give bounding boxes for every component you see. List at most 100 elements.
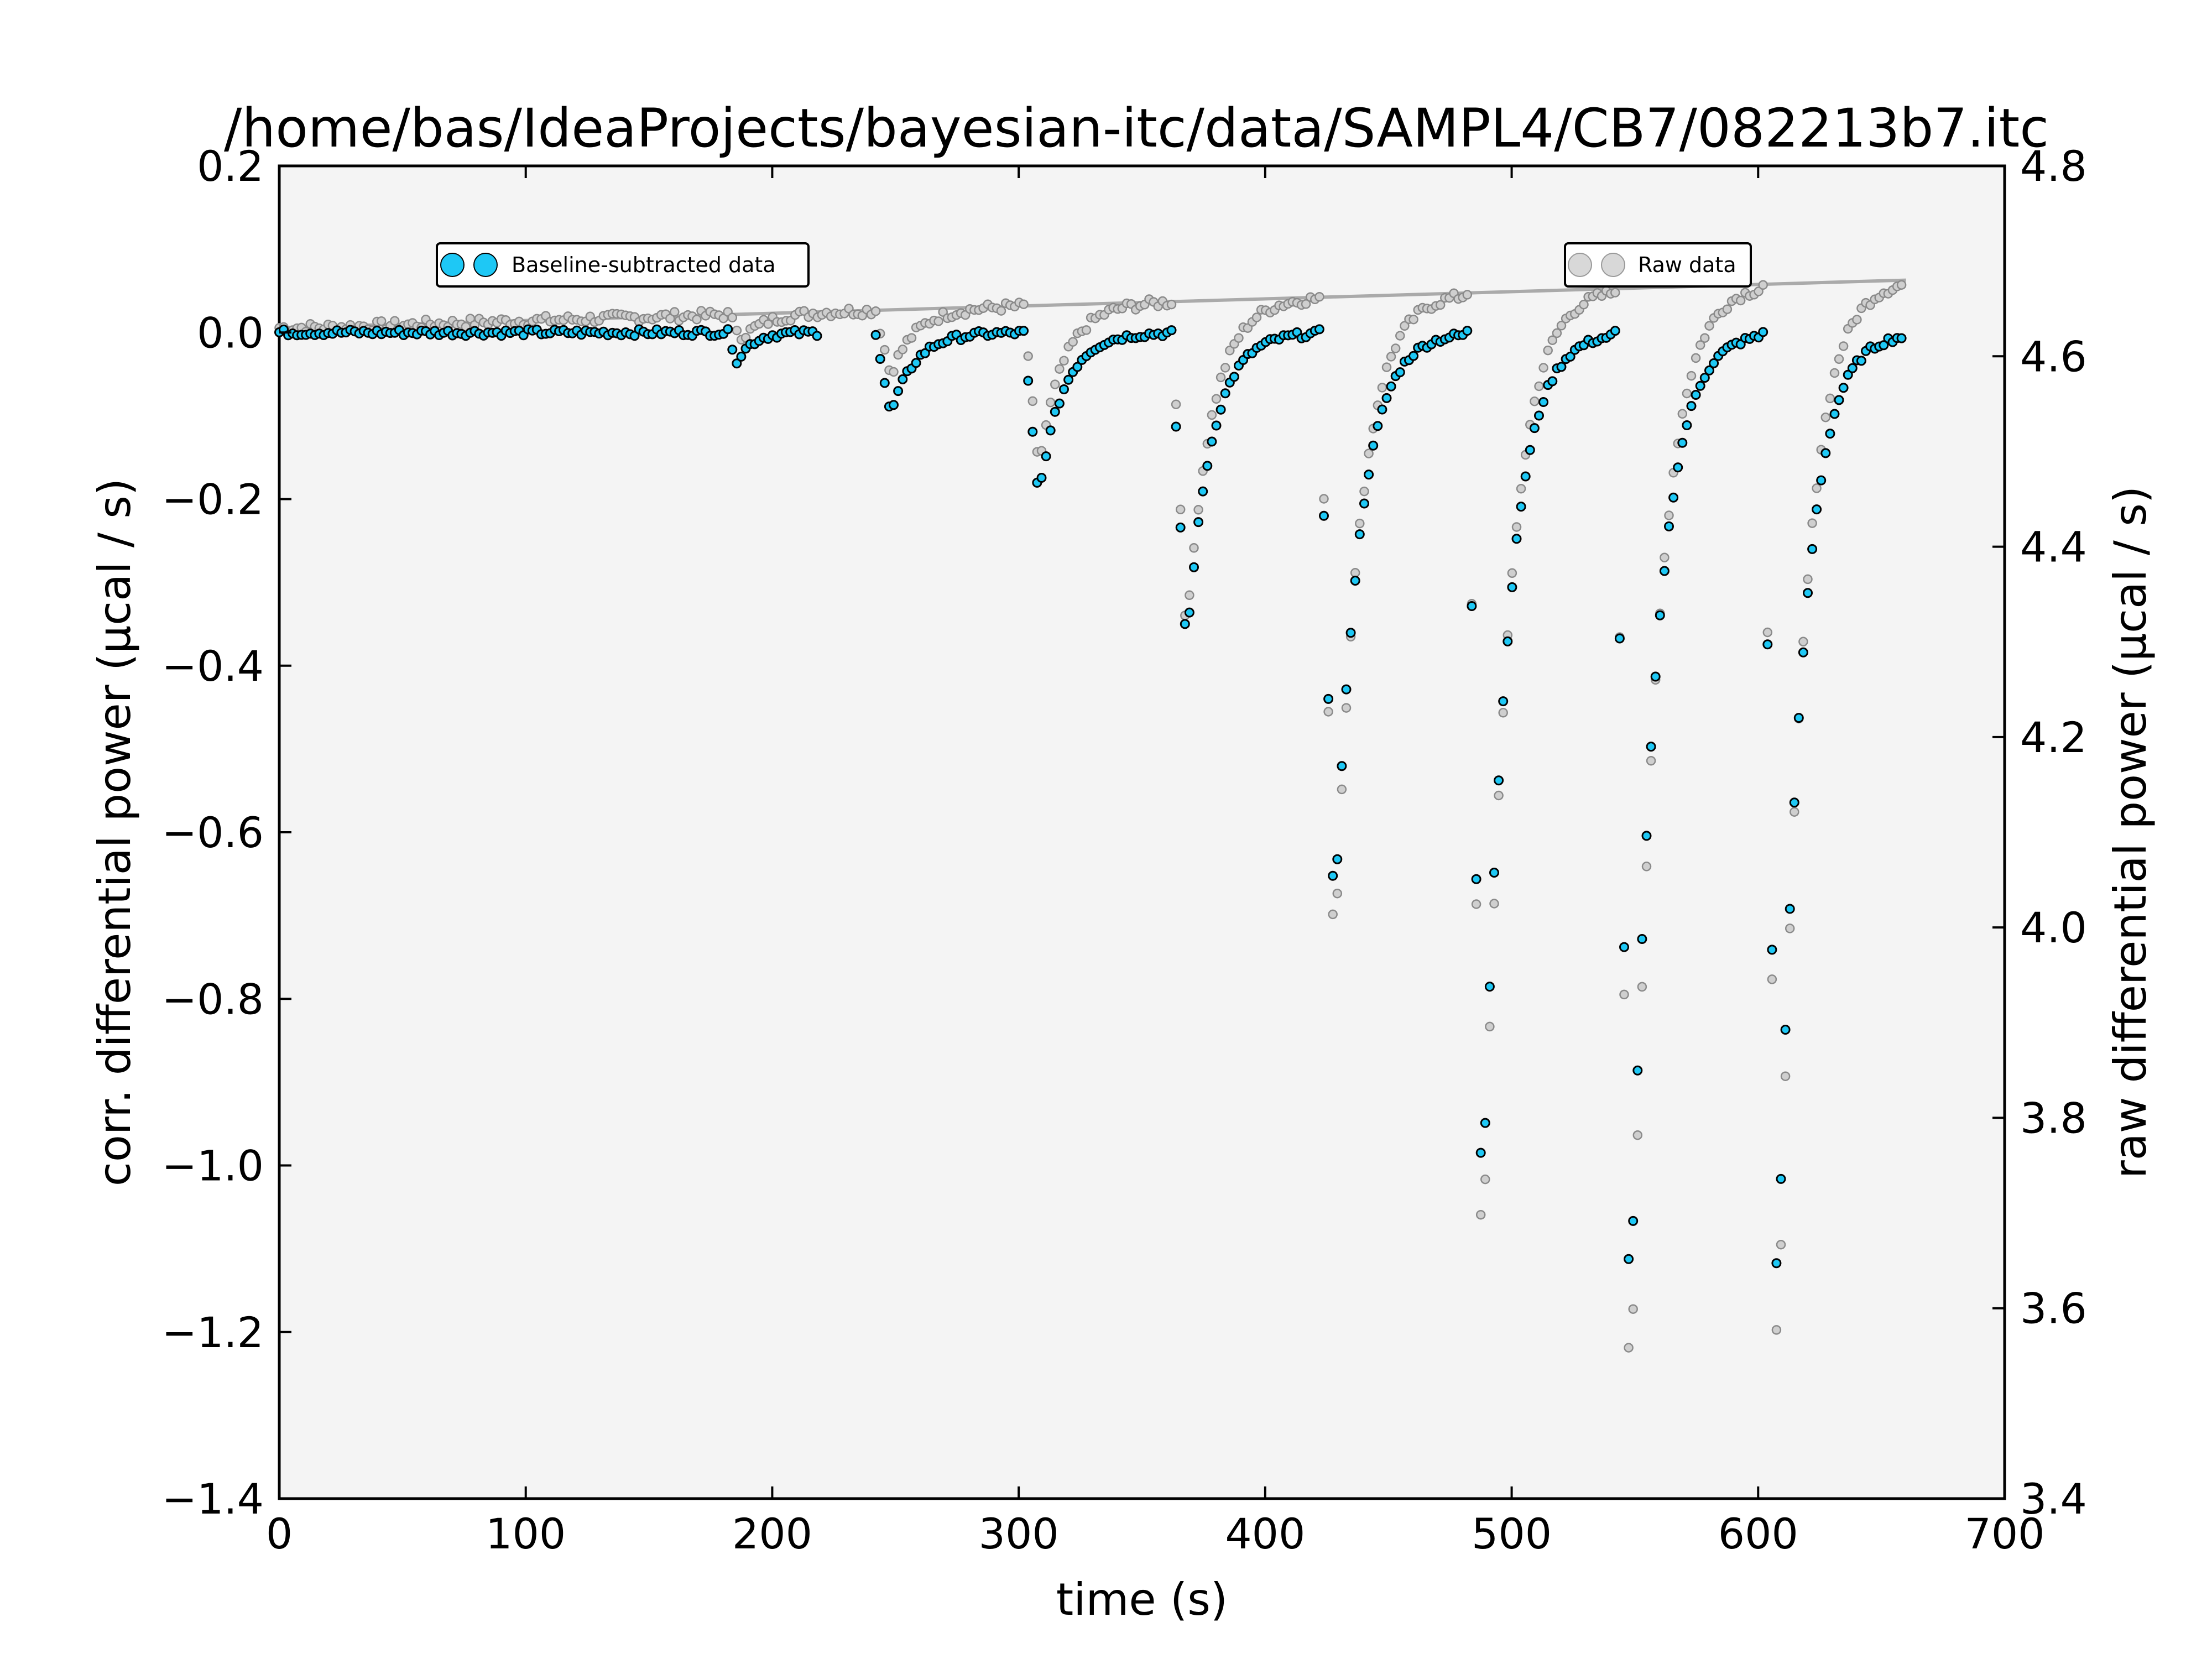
raw-data-point	[1762, 627, 1773, 638]
subtracted-data-point	[1063, 374, 1074, 385]
raw-data-point	[1664, 510, 1674, 520]
raw-data-point	[1395, 331, 1405, 341]
subtracted-data-point	[1354, 529, 1365, 540]
x-tick-label: 600	[1718, 1509, 1798, 1558]
subtracted-data-point	[1834, 395, 1844, 405]
legend-marker	[440, 253, 465, 277]
raw-data-point	[732, 325, 742, 336]
raw-data-point	[1896, 280, 1907, 290]
subtracted-data-point	[1762, 639, 1773, 650]
raw-data-point	[1556, 321, 1567, 331]
subtracted-data-point	[1780, 1025, 1791, 1035]
subtracted-data-point	[1547, 376, 1558, 387]
y-left-tick-label: −0.4	[161, 641, 264, 691]
x-tick-label: 700	[1964, 1509, 2044, 1558]
subtracted-data-point	[1691, 390, 1701, 400]
raw-data-point	[1355, 518, 1365, 529]
subtracted-data-point	[1709, 358, 1719, 368]
y-right-tick-label: 3.4	[2020, 1474, 2087, 1524]
raw-data-point	[1498, 708, 1508, 718]
y-left-tick-label: −1.2	[161, 1308, 264, 1357]
legend-marker	[473, 253, 498, 277]
subtracted-data-point	[812, 331, 822, 341]
subtracted-data-point	[1489, 868, 1499, 878]
subtracted-data-point	[1838, 383, 1849, 393]
subtracted-data-point	[1373, 421, 1383, 431]
subtracted-data-point	[1498, 696, 1509, 707]
subtracted-data-point	[1628, 1215, 1639, 1226]
raw-data-point	[1735, 295, 1746, 306]
subtracted-data-point	[1484, 982, 1495, 992]
y-left-axis-label: corr. differential power (µcal / s)	[89, 478, 140, 1186]
raw-data-point	[1386, 352, 1396, 362]
raw-data-point	[1166, 299, 1177, 310]
raw-data-point	[1785, 924, 1795, 933]
subtracted-data-point	[1610, 326, 1620, 336]
raw-data-point	[1758, 280, 1768, 290]
raw-data-point	[1834, 354, 1844, 364]
raw-data-point	[1494, 790, 1504, 801]
raw-data-point	[1400, 321, 1410, 331]
raw-data-point	[390, 316, 400, 326]
x-tick-label: 300	[979, 1509, 1059, 1558]
raw-data-point	[1543, 345, 1553, 356]
subtracted-data-point	[1220, 388, 1230, 399]
raw-data-point	[1610, 288, 1620, 298]
subtracted-data-point	[875, 354, 885, 364]
subtracted-data-point	[1054, 398, 1065, 409]
subtracted-data-point	[911, 358, 921, 368]
raw-data-point	[1332, 888, 1343, 899]
subtracted-data-point	[1896, 333, 1907, 343]
subtracted-data-point	[1408, 351, 1419, 361]
raw-data-point	[376, 316, 387, 326]
raw-data-point	[1700, 333, 1710, 343]
subtracted-data-point	[1202, 461, 1213, 471]
subtracted-data-point	[1695, 380, 1705, 391]
subtracted-data-point	[1538, 397, 1549, 407]
subtracted-data-point	[1529, 423, 1540, 434]
raw-data-point	[933, 316, 943, 326]
subtracted-data-point	[1619, 942, 1629, 952]
raw-data-point	[1193, 505, 1203, 515]
x-tick-label: 100	[486, 1509, 566, 1558]
subtracted-data-point	[1171, 421, 1181, 432]
subtracted-data-point	[1829, 409, 1840, 419]
subtracted-data-point	[1771, 1258, 1782, 1269]
subtracted-data-point	[1475, 1147, 1486, 1158]
y-right-tick-label: 4.4	[2020, 523, 2087, 572]
raw-data-point	[1507, 568, 1517, 578]
raw-data-point	[889, 367, 899, 377]
subtracted-data-point	[727, 345, 738, 355]
raw-data-point	[1435, 300, 1446, 310]
raw-data-point	[1475, 1209, 1486, 1220]
raw-data-point	[1462, 290, 1473, 300]
subtracted-data-point	[1785, 904, 1795, 914]
raw-data-point	[1637, 982, 1647, 992]
subtracted-data-point	[1050, 406, 1060, 417]
subtracted-data-point	[1767, 945, 1777, 955]
raw-data-point	[1820, 412, 1831, 422]
raw-data-point	[1695, 340, 1705, 350]
raw-data-point	[1798, 637, 1808, 647]
raw-data-point	[1530, 396, 1540, 406]
subtracted-data-point	[1229, 372, 1239, 382]
subtracted-data-point	[1480, 1118, 1490, 1128]
x-tick-label: 200	[732, 1509, 812, 1558]
raw-data-point	[906, 333, 917, 343]
subtracted-data-point	[1793, 713, 1804, 723]
raw-data-point	[727, 312, 738, 323]
raw-data-point	[1767, 974, 1777, 984]
subtracted-data-point	[1668, 492, 1679, 503]
subtracted-data-point	[1856, 356, 1866, 366]
raw-data-point	[1207, 410, 1217, 420]
y-right-tick-label: 4.6	[2020, 332, 2087, 381]
y-right-axis-label: raw differential power (µcal / s)	[2105, 486, 2156, 1178]
raw-data-point	[1377, 383, 1387, 393]
x-tick-label: 0	[266, 1509, 293, 1558]
subtracted-data-point	[898, 374, 908, 384]
y-left-tick-label: 0.2	[197, 142, 264, 191]
subtracted-data-point	[1565, 351, 1575, 362]
subtracted-data-point	[1614, 633, 1625, 644]
raw-data-point	[1516, 483, 1526, 494]
raw-data-point	[1314, 291, 1324, 302]
